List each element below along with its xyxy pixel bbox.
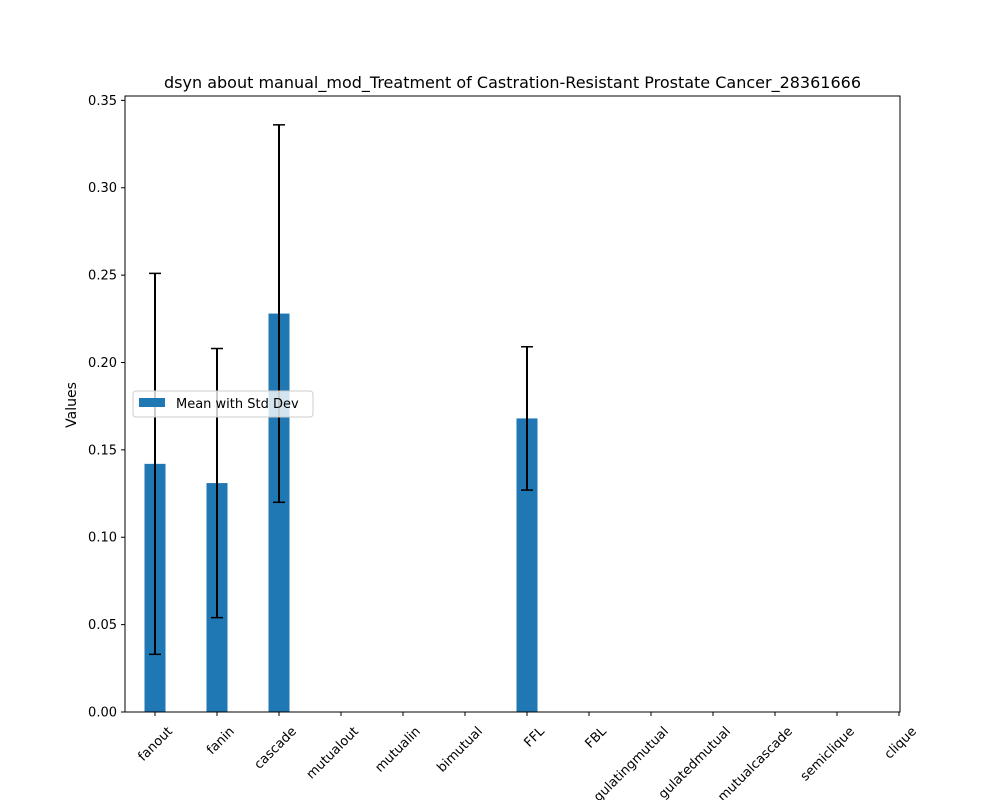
y-tick-label: 0.35: [88, 94, 117, 109]
y-tick-label: 0.30: [88, 181, 117, 196]
bar-FFL: [516, 418, 538, 712]
legend-box: [132, 390, 314, 418]
y-tick-label: 0.25: [88, 269, 117, 284]
legend-label: Mean with Std Dev: [176, 397, 299, 412]
axes-frame: [124, 95, 901, 713]
legend-swatch: [139, 398, 165, 407]
y-tick-label: 0.00: [88, 706, 117, 721]
y-axis-label: Values: [64, 382, 80, 428]
y-tick-label: 0.20: [88, 356, 117, 371]
y-tick-label: 0.10: [88, 531, 117, 546]
y-tick-label: 0.15: [88, 443, 117, 458]
y-tick-label: 0.05: [88, 618, 117, 633]
chart-title: dsyn about manual_mod_Treatment of Castr…: [164, 73, 861, 93]
